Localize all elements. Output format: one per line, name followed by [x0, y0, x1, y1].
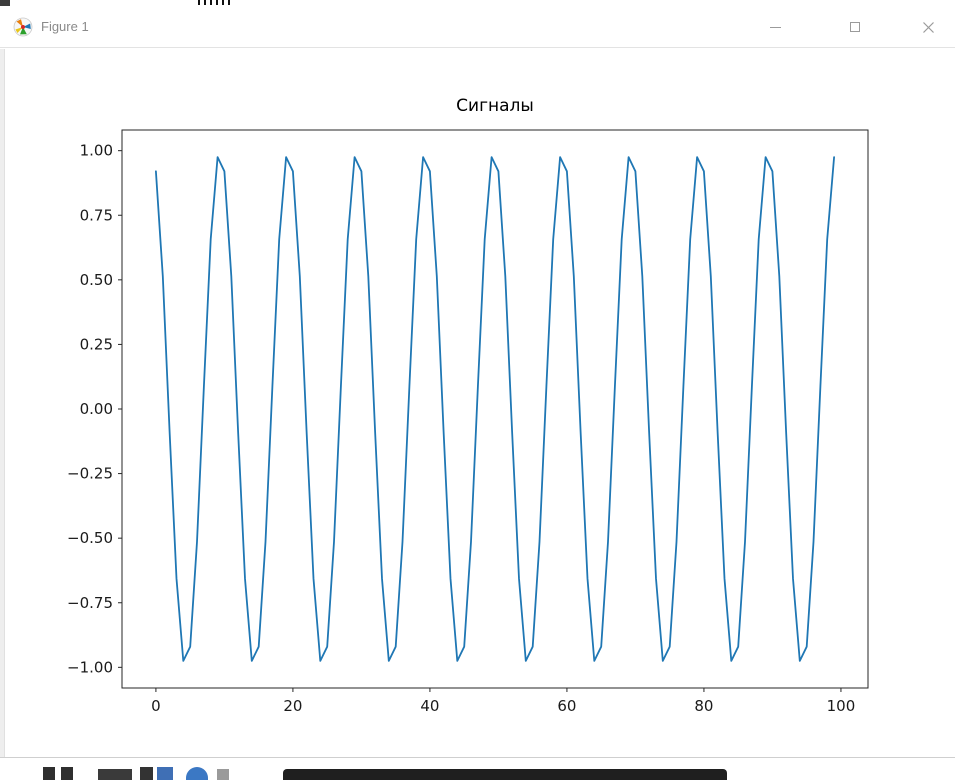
x-tick-label: 60: [557, 697, 576, 715]
background-window-edge: [283, 769, 727, 780]
window-left-edge: [0, 49, 5, 780]
y-tick-label: −0.50: [67, 529, 113, 547]
toolbar-extra-icon[interactable]: [217, 769, 229, 780]
y-tick-label: −0.75: [67, 594, 113, 612]
toolbar-back-icon[interactable]: [61, 767, 73, 780]
toolbar-subplots-icon[interactable]: [157, 767, 173, 780]
x-tick-label: 100: [827, 697, 856, 715]
toolbar-zoom-icon[interactable]: [140, 767, 153, 780]
x-tick-label: 0: [151, 697, 161, 715]
signal-line: [154, 156, 835, 662]
maximize-button[interactable]: [832, 6, 878, 48]
y-tick-label: 0.50: [80, 271, 113, 289]
x-tick-label: 20: [283, 697, 302, 715]
close-icon: [922, 21, 934, 33]
toolbar-pan-icon[interactable]: [98, 769, 132, 780]
minimize-button[interactable]: [752, 6, 798, 48]
y-tick-label: 0.00: [80, 400, 113, 418]
y-tick-label: 0.25: [80, 335, 113, 353]
window-title: Figure 1: [41, 19, 89, 34]
minimize-icon: [769, 26, 781, 28]
axes-frame: [121, 129, 869, 689]
matplotlib-logo-icon: [13, 17, 33, 37]
y-tick-label: 1.00: [80, 142, 113, 160]
window-titlebar[interactable]: Figure 1: [0, 6, 955, 48]
y-tick-label: −0.25: [67, 465, 113, 483]
x-tick-label: 80: [694, 697, 713, 715]
background-window-fragment: [0, 0, 10, 6]
toolbar-save-icon[interactable]: [186, 767, 208, 780]
close-button[interactable]: [905, 6, 951, 48]
background-text-fragment: [198, 0, 230, 5]
toolbar-home-icon[interactable]: [43, 767, 55, 780]
bottom-toolbar-strip: [0, 757, 955, 780]
y-tick-label: 0.75: [80, 206, 113, 224]
x-tick-label: 40: [420, 697, 439, 715]
maximize-icon: [850, 22, 860, 32]
y-tick-label: −1.00: [67, 658, 113, 676]
chart-title: Сигналы: [456, 96, 534, 116]
